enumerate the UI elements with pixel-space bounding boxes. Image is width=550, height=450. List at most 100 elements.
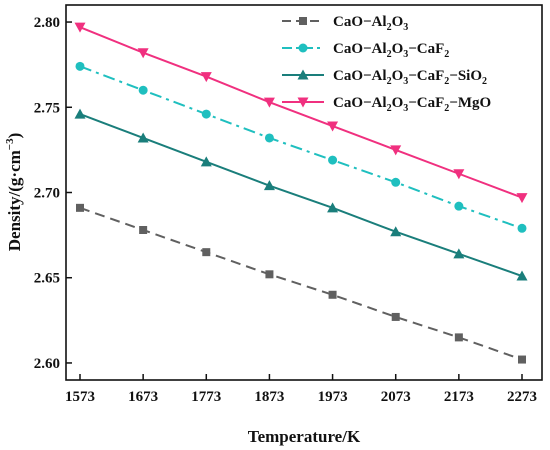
series-2-point: [75, 61, 85, 71]
series-2-line: [79, 65, 523, 230]
y-tick-label: 2.75: [34, 100, 60, 116]
legend-label-part: CaO−Al: [333, 68, 387, 84]
series-3-point: [390, 226, 402, 237]
y-tick-label: 2.65: [34, 271, 60, 287]
legend-swatch-marker: [298, 43, 308, 53]
x-tick-label: 2173: [444, 389, 474, 405]
legend-label-part: 3: [403, 103, 408, 114]
series-1-point: [265, 270, 274, 279]
series-1-point: [202, 248, 211, 257]
legend-label-part: O: [392, 41, 404, 57]
series-4-point: [327, 121, 339, 132]
series-1-point: [76, 203, 84, 212]
legend-entry-4: CaO−Al2O3−CaF2−MgO: [282, 95, 491, 114]
series-4-point: [516, 193, 528, 204]
series-3-point: [327, 202, 339, 213]
series-3-point: [516, 270, 528, 281]
series-2-point: [201, 109, 211, 119]
x-tick-label: 1773: [191, 389, 221, 405]
series-4-point: [200, 72, 212, 83]
series-1-point: [454, 333, 463, 342]
legend-label-part: 2: [387, 49, 392, 60]
legend-label-part: O: [392, 68, 404, 84]
legend-label-part: 3: [403, 49, 408, 60]
legend-label-part: 2: [387, 103, 392, 114]
x-axis-title: Temperature/K: [248, 427, 361, 446]
legend-label-part: O: [392, 95, 404, 111]
series-3-point: [453, 248, 465, 259]
legend: CaO−Al2O3CaO−Al2O3−CaF2CaO−Al2O3−CaF2−Si…: [282, 14, 491, 114]
legend-label-part: 2: [387, 22, 392, 33]
legend-label: CaO−Al2O3−CaF2−SiO2: [333, 68, 487, 87]
legend-label-part: 2: [387, 76, 392, 87]
series-layer: [74, 22, 528, 364]
legend-label-part: −SiO: [449, 68, 482, 84]
x-tick-label: 1573: [65, 389, 95, 405]
series-1-point: [518, 355, 526, 364]
legend-entry-3: CaO−Al2O3−CaF2−SiO2: [282, 68, 487, 87]
series-1-point: [139, 226, 148, 234]
series-3-line: [79, 113, 523, 277]
series-2-point: [264, 133, 274, 143]
series-3-point: [137, 132, 149, 143]
legend-label-part: −CaF: [408, 68, 444, 84]
series-2-point: [138, 85, 148, 95]
legend-label-part: −CaF: [408, 95, 444, 111]
x-tick-label: 1673: [128, 389, 158, 405]
series-3-point: [74, 108, 86, 119]
legend-label-part: 2: [444, 49, 449, 60]
legend-label-part: CaO−Al: [333, 14, 387, 30]
legend-label-part: O: [392, 14, 404, 30]
x-tick-label: 1873: [254, 389, 284, 405]
y-axis-title-close: ): [5, 133, 24, 139]
legend-swatch-marker: [297, 69, 309, 80]
series-4-line: [79, 26, 523, 199]
y-axis-title-main: Density/(g·cm: [5, 150, 24, 251]
legend-label: CaO−Al2O3−CaF2: [333, 41, 449, 60]
y-tick-label: 2.80: [34, 15, 60, 31]
legend-label-part: CaO−Al: [333, 41, 387, 57]
series-2-point: [391, 177, 401, 187]
legend-label-part: 2: [444, 103, 449, 114]
series-3-point: [200, 156, 212, 167]
legend-label-part: 2: [444, 76, 449, 87]
series-1: [76, 203, 526, 364]
legend-label-part: −CaF: [408, 41, 444, 57]
legend-swatch-marker: [297, 97, 309, 108]
series-2-point: [517, 223, 527, 233]
axis-ticks: 1573 1673 1773 1873 1973 2073 2173 2273 2.60 2.65…: [34, 15, 537, 405]
series-4-point: [74, 22, 86, 33]
legend-label-part: 3: [403, 76, 408, 87]
legend-label-part: 3: [403, 22, 408, 33]
series-1-point: [328, 290, 337, 299]
legend-label: CaO−Al2O3: [333, 14, 408, 33]
legend-entry-1: CaO−Al2O3: [282, 14, 408, 33]
series-4-point: [137, 48, 149, 59]
series-2-point: [454, 201, 464, 211]
series-4-point: [453, 169, 465, 180]
series-3-point: [263, 180, 275, 191]
legend-label: CaO−Al2O3−CaF2−MgO: [333, 95, 491, 114]
legend-swatch-marker: [299, 17, 307, 25]
legend-label-part: −MgO: [449, 95, 491, 111]
series-2: [75, 61, 527, 233]
series-1-line: [79, 206, 523, 361]
legend-label-part: CaO−Al: [333, 95, 387, 111]
y-tick-label: 2.70: [34, 186, 60, 202]
series-4: [74, 22, 528, 204]
x-tick-label: 2273: [507, 389, 537, 405]
y-axis-title: Density/(g·cm−3): [4, 133, 24, 252]
legend-entry-2: CaO−Al2O3−CaF2: [282, 41, 449, 60]
y-axis-title-sup: −3: [4, 138, 16, 150]
series-4-point: [390, 145, 402, 156]
x-tick-label: 2073: [381, 389, 411, 405]
plot-frame: [65, 4, 543, 381]
series-2-point: [328, 155, 338, 165]
series-1-point: [391, 312, 400, 321]
y-tick-label: 2.60: [34, 356, 60, 372]
series-4-point: [263, 97, 275, 108]
legend-label-part: 2: [482, 76, 487, 87]
series-3: [74, 108, 528, 281]
x-tick-label: 1973: [318, 389, 348, 405]
